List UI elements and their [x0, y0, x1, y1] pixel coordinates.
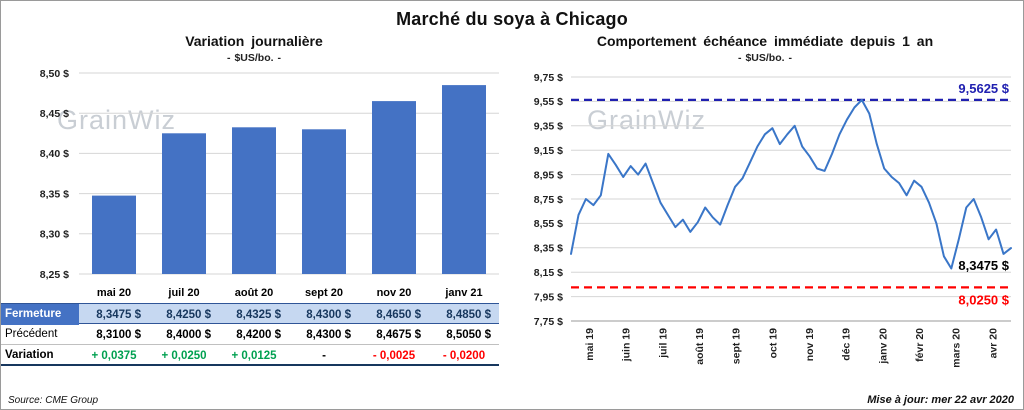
y-tick-label: 8,15 $ [534, 267, 563, 279]
axis-month-label: janv 21 [445, 287, 483, 299]
bar-chart-unit-label: - $US/bo. - [227, 52, 281, 64]
bar [442, 85, 486, 274]
y-tick-label: 8,30 $ [40, 229, 69, 241]
bar-chart: 8,50 $ 8,45 $ 8,40 $ 8,35 $ 8,30 $ 8,25 $ [40, 68, 499, 281]
table-value: - 0,0025 [372, 349, 416, 362]
y-tick-label: 7,75 $ [534, 316, 563, 328]
x-tick-label: mai 19 [584, 328, 596, 361]
price-table: mai 20 juil 20 août 20 sept 20 nov 20 janv 21… [1, 283, 499, 366]
table-value: + 0,0125 [231, 349, 277, 362]
y-tick-label: 8,75 $ [534, 194, 563, 206]
line-chart-unit-label: - $US/bo. - [738, 52, 792, 64]
bar-chart-title: Variation journalière [185, 33, 323, 49]
axis-month-label: sept 20 [305, 287, 343, 299]
table-value: 8,4675 $ [376, 328, 421, 341]
y-tick-label: 8,45 $ [40, 108, 69, 120]
table-value: 8,4850 $ [446, 308, 491, 321]
table-row-fermeture: Fermeture 8,3475 $ 8,4250 $ 8,4325 $ 8,4300 … [1, 303, 499, 325]
bar [92, 195, 136, 274]
x-tick-label: juin 19 [621, 328, 633, 362]
bar [302, 129, 346, 274]
page-title: Marché du soya à Chicago [396, 9, 628, 29]
table-month-header: mai 20 juil 20 août 20 sept 20 nov 20 janv 21 [1, 283, 499, 303]
table-row-variation: Variation + 0,0375 + 0,0250 + 0,0125 - - 0,00… [1, 345, 499, 366]
y-tick-label: 8,50 $ [40, 68, 69, 80]
table-value: 8,4200 $ [236, 328, 281, 341]
price-series [570, 98, 1012, 270]
x-tick-label: mars 20 [951, 328, 963, 368]
table-value: 8,4650 $ [376, 308, 421, 321]
y-tick-label: 9,15 $ [534, 145, 563, 157]
y-tick-label: 8,40 $ [40, 148, 69, 160]
x-tick-label: avr 20 [987, 328, 999, 359]
y-tick-label: 8,35 $ [40, 188, 69, 200]
row-label: Précédent [5, 328, 58, 340]
table-value: 8,4300 $ [306, 328, 351, 341]
x-tick-label: déc 19 [841, 328, 853, 361]
y-tick-label: 9,55 $ [534, 96, 563, 108]
x-tick-label: oct 19 [767, 328, 779, 359]
table-value: 8,5050 $ [446, 328, 491, 341]
bar [162, 133, 206, 274]
axis-month-label: août 20 [234, 287, 274, 299]
y-tick-label: 7,95 $ [534, 291, 563, 303]
x-tick-label: nov 19 [804, 328, 816, 361]
table-value: 8,4000 $ [166, 328, 211, 341]
y-tick-label: 8,55 $ [534, 218, 563, 230]
line-chart: 9,75 $ 9,55 $ 9,35 $ 9,15 $ 8,95 $ 8,75 $ 8,55… [534, 72, 1012, 368]
threshold-label: 8,0250 $ [958, 292, 1009, 307]
grainwiz-watermark: GrainWiz [57, 105, 177, 135]
x-tick-label: sept 19 [731, 328, 743, 364]
y-tick-label: 8,25 $ [40, 269, 69, 281]
source-note: Source: CME Group [8, 395, 99, 406]
table-corner [1, 283, 79, 303]
panel-variation-journaliere: Variation journalière - $US/bo. - GrainW… [1, 33, 507, 375]
table-value: + 0,0250 [161, 349, 207, 362]
table-value: - 0,0200 [442, 349, 486, 362]
axis-month-label: nov 20 [376, 287, 412, 299]
table-value: 8,4300 $ [306, 308, 351, 321]
bar [232, 127, 276, 274]
panel-comportement-echeance: Comportement échéance immédiate depuis 1… [507, 33, 1023, 375]
x-tick-label: févr 20 [914, 328, 926, 362]
x-tick-label: juil 19 [657, 328, 669, 359]
last-price-label: 8,3475 $ [958, 258, 1009, 273]
table-value: 8,3475 $ [96, 308, 141, 321]
table-value: + 0,0375 [91, 349, 137, 362]
table-value: 8,4250 $ [166, 308, 211, 321]
chart-panels: Variation journalière - $US/bo. - GrainW… [1, 33, 1023, 375]
table-row-precedent: Précédent 8,3100 $ 8,4000 $ 8,4200 $ 8,4300 … [1, 324, 499, 345]
row-label: Fermeture [1, 304, 79, 325]
table-value: 8,4325 $ [236, 308, 281, 321]
y-tick-label: 9,75 $ [534, 72, 563, 84]
y-tick-label: 9,35 $ [534, 121, 563, 133]
threshold-label: 9,5625 $ [958, 81, 1009, 96]
table-value: 8,3100 $ [96, 328, 141, 341]
axis-month-label: mai 20 [96, 287, 132, 299]
table-value: - [322, 349, 326, 362]
x-tick-label: janv 20 [877, 328, 889, 365]
axis-month-label: juil 20 [168, 287, 200, 299]
grainwiz-watermark: GrainWiz [587, 105, 707, 135]
x-tick-label: août 19 [694, 328, 706, 365]
row-label: Variation [5, 349, 54, 361]
y-tick-label: 8,95 $ [534, 169, 563, 181]
line-chart-title: Comportement échéance immédiate depuis 1… [596, 33, 934, 49]
update-note: Mise à jour: mer 22 avr 2020 [867, 394, 1014, 406]
bar [372, 101, 416, 274]
y-tick-label: 8,35 $ [534, 243, 563, 255]
